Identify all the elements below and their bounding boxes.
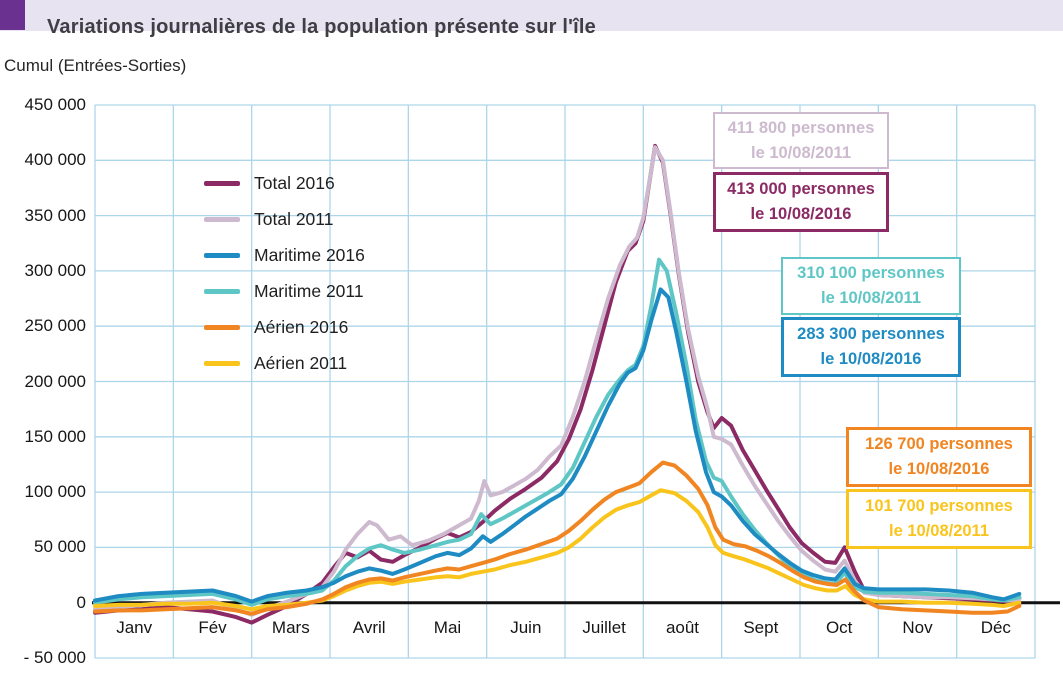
legend-label: Total 2011 — [254, 208, 334, 229]
x-month-label: Mars — [271, 618, 310, 637]
legend-label: Aérien 2016 — [254, 316, 349, 337]
y-tick-label: 450 000 — [24, 95, 86, 114]
series-line-maritime2016 — [93, 287, 1022, 604]
x-month-label: août — [665, 618, 700, 637]
annotation-box-total2016: 413 000 personnes le 10/08/2016 — [713, 172, 889, 232]
y-tick-label: 400 000 — [24, 150, 86, 170]
x-month-label: Oct — [825, 618, 853, 637]
y-tick-label: 250 000 — [24, 316, 86, 336]
y-tick-label: 150 000 — [24, 426, 86, 446]
y-tick-label: - 50 000 — [23, 648, 86, 667]
annotation-box-maritime2011: 310 100 personnes le 10/08/2011 — [781, 257, 961, 315]
series-line-total2011 — [93, 145, 1022, 617]
annotation-date: le 10/08/2016 — [888, 460, 990, 478]
y-tick-label: 350 000 — [24, 205, 86, 225]
y-tick-label: 200 000 — [24, 371, 86, 391]
x-month-label: Janv — [116, 618, 153, 637]
legend-item-maritime2011: Maritime 2011 — [204, 280, 364, 302]
legend-item-total2016: Total 2016 — [204, 172, 335, 194]
legend-label: Total 2016 — [254, 172, 335, 193]
annotation-date: le 10/08/2011 — [750, 143, 851, 162]
annotation-value: 283 300 personnes — [797, 325, 945, 343]
legend-swatch-aerien2016 — [204, 324, 240, 330]
annotation-date: le 10/08/2016 — [820, 350, 922, 368]
x-month-label: Mai — [433, 618, 462, 637]
annotation-value: 310 100 personnes — [797, 264, 945, 282]
title-accent-square — [0, 0, 25, 30]
annotation-date: le 10/08/2011 — [820, 289, 921, 307]
legend-swatch-maritime2011 — [204, 288, 240, 294]
series-line-aerien2016 — [93, 460, 1022, 616]
annotation-date: le 10/08/2016 — [750, 205, 852, 223]
legend-item-aerien2011: Aérien 2011 — [204, 352, 347, 374]
x-month-label: Nov — [902, 618, 933, 637]
legend-item-total2011: Total 2011 — [204, 208, 333, 230]
annotation-value: 126 700 personnes — [865, 435, 1013, 453]
annotation-date: le 10/08/2011 — [888, 522, 989, 540]
legend-label: Aérien 2011 — [254, 352, 348, 373]
x-month-label: Juillet — [582, 618, 626, 637]
annotation-value: 101 700 personnes — [865, 497, 1013, 515]
legend-swatch-total2016 — [204, 180, 240, 186]
legend-label: Maritime 2016 — [254, 244, 365, 265]
legend-swatch-total2011 — [204, 216, 240, 222]
legend-swatch-aerien2011 — [204, 360, 240, 366]
x-month-label: Avril — [352, 618, 386, 637]
legend-item-maritime2016: Maritime 2016 — [204, 244, 365, 266]
annotation-value: 413 000 personnes — [727, 180, 875, 198]
y-tick-label: 300 000 — [24, 260, 86, 280]
annotation-box-total2011: 411 800 personnes le 10/08/2011 — [713, 112, 889, 169]
y-tick-label: 0 — [76, 592, 86, 612]
x-month-label: Déc — [980, 618, 1011, 637]
header-band: Variations journalières de la population… — [0, 0, 1063, 38]
y-tick-label: 100 000 — [24, 482, 86, 502]
annotation-box-maritime2016: 283 300 personnes le 10/08/2016 — [781, 317, 961, 377]
x-month-label: Sept — [743, 618, 779, 637]
annotation-box-aerien2016: 126 700 personnes le 10/08/2016 — [846, 427, 1032, 487]
legend-swatch-maritime2016 — [204, 252, 240, 258]
annotation-box-aerien2011: 101 700 personnes le 10/08/2011 — [846, 489, 1032, 549]
y-tick-label: 50 000 — [34, 537, 86, 557]
x-month-label: Fév — [198, 618, 227, 637]
annotation-value: 411 800 personnes — [727, 118, 875, 137]
y-axis-title: Cumul (Entrées-Sorties) — [4, 56, 187, 75]
legend-label: Maritime 2011 — [254, 280, 364, 301]
series-line-total2016 — [93, 143, 1022, 625]
x-month-label: Juin — [510, 618, 542, 637]
legend-item-aerien2016: Aérien 2016 — [204, 316, 348, 338]
page-title: Variations journalières de la population… — [47, 16, 596, 39]
